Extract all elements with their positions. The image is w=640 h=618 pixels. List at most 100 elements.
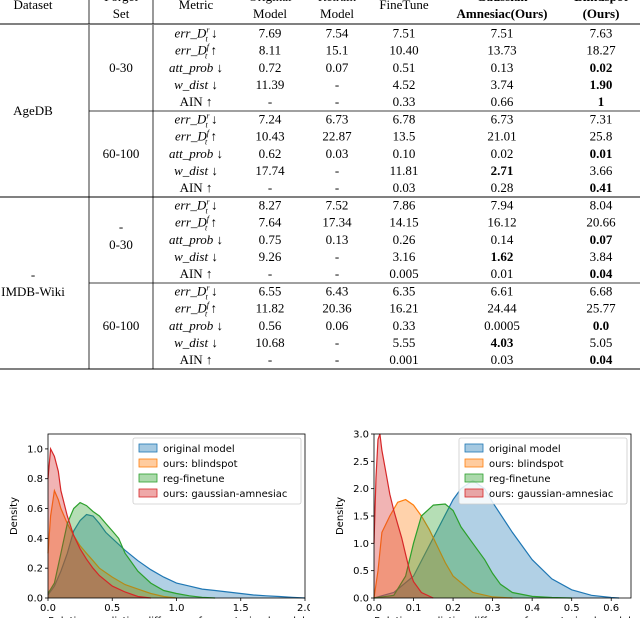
cell-retrain: 22.87 xyxy=(322,129,352,144)
x-tick-label: 0.6 xyxy=(603,603,619,614)
cell-gaussian: 1.62 xyxy=(491,249,514,264)
cell-blindspot: 5.05 xyxy=(590,335,613,350)
cell-original: 11.82 xyxy=(256,301,285,316)
cell-retrain: - xyxy=(335,335,339,350)
cell-retrain: - xyxy=(335,77,339,92)
cell-original: 8.27 xyxy=(259,197,282,212)
header-dataset: Dataset xyxy=(14,0,53,12)
density-area xyxy=(374,499,513,598)
svg-text:w_dist ↓: w_dist ↓ xyxy=(174,163,218,178)
cell-original: 10.43 xyxy=(255,129,284,144)
cell-original: 7.69 xyxy=(259,25,282,40)
header-gaussian: Gaussian xyxy=(476,0,528,4)
metric-label: att_prob ↓ xyxy=(169,146,223,161)
y-tick-label: 3.0 xyxy=(353,430,369,441)
svg-text:err_Dft ↑: err_Df t ↑ xyxy=(175,43,217,61)
y-tick-label: 0.5 xyxy=(353,566,369,577)
cell-gaussian: 0.66 xyxy=(491,94,514,109)
forget-set-prefix: - xyxy=(119,219,123,234)
cell-original: 8.11 xyxy=(259,43,281,58)
cell-finetune: 6.78 xyxy=(393,111,416,126)
x-tick-label: 0.5 xyxy=(564,603,580,614)
cell-blindspot: 7.31 xyxy=(590,111,613,126)
cell-gaussian: 4.03 xyxy=(491,335,514,350)
cell-blindspot: 0.07 xyxy=(590,232,613,247)
cell-gaussian: 6.73 xyxy=(491,111,514,126)
cell-retrain: 17.34 xyxy=(322,215,352,230)
cell-retrain: - xyxy=(335,352,339,367)
cell-gaussian: 21.01 xyxy=(487,129,516,144)
svg-text:att_prob ↓: att_prob ↓ xyxy=(169,146,223,161)
x-axis-label: Relative prediction difference from retr… xyxy=(48,616,305,618)
legend-label: reg-finetune xyxy=(163,474,225,485)
cell-original: 7.24 xyxy=(259,111,282,126)
cell-blindspot: 0.02 xyxy=(590,60,613,75)
y-tick-label: 0.4 xyxy=(27,534,43,545)
y-tick-label: 1.5 xyxy=(353,512,369,523)
cell-original: - xyxy=(268,94,272,109)
legend-label: ours: gaussian-amnesiac xyxy=(489,489,613,500)
cell-finetune: 0.26 xyxy=(393,232,416,247)
y-tick-label: 2.0 xyxy=(353,484,369,495)
cell-blindspot: 18.27 xyxy=(586,43,616,58)
svg-text:err_Drt ↓: err_Dr t ↓ xyxy=(175,197,218,215)
x-tick-label: 0.2 xyxy=(445,603,461,614)
cell-finetune: 0.03 xyxy=(393,180,416,195)
metric-label: att_prob ↓ xyxy=(169,318,223,333)
density-plot-right: 0.0 0.1 0.2 0.3 0.4 0.5 0.6 0.0 0.5 1.0 1.5 2.0 2.5 3… xyxy=(326,420,636,618)
cell-retrain: - xyxy=(335,180,339,195)
cell-blindspot: 0.0 xyxy=(593,318,609,333)
cell-blindspot: 0.04 xyxy=(590,266,613,281)
cell-gaussian: 0.28 xyxy=(491,180,514,195)
cell-original: 0.62 xyxy=(259,146,282,161)
density-line xyxy=(47,513,306,599)
cell-retrain: 6.73 xyxy=(326,111,349,126)
metric-label: att_prob ↓ xyxy=(169,60,223,75)
metric-label: AIN ↑ xyxy=(180,180,213,195)
y-tick-label: 0.8 xyxy=(27,474,43,485)
legend-swatch xyxy=(464,488,484,498)
legend-label: ours: blindspot xyxy=(163,459,238,470)
cell-retrain: 0.07 xyxy=(326,60,349,75)
x-tick-label: 0.1 xyxy=(406,603,422,614)
y-tick-label: 0.2 xyxy=(27,564,43,575)
cell-finetune: 0.001 xyxy=(389,352,418,367)
legend-label: original model xyxy=(489,444,561,455)
header-forget_set: Forget xyxy=(104,0,138,4)
cell-finetune: 7.86 xyxy=(393,197,416,212)
cell-gaussian: 3.74 xyxy=(491,77,514,92)
cell-original: 6.55 xyxy=(259,283,282,298)
x-tick-label: 1.5 xyxy=(233,603,249,614)
cell-gaussian: 7.51 xyxy=(491,25,514,40)
cell-blindspot: 3.84 xyxy=(590,249,613,264)
metric-label: err_Dr t ↓ xyxy=(175,111,218,129)
cell-finetune: 7.51 xyxy=(393,25,416,40)
forget-set-label: 60-100 xyxy=(103,318,140,333)
svg-text:err_Drt ↓: err_Dr t ↓ xyxy=(175,111,218,129)
cell-gaussian: 16.12 xyxy=(487,215,516,230)
cell-blindspot: 1.90 xyxy=(590,77,613,92)
legend-swatch xyxy=(464,443,484,453)
cell-retrain: - xyxy=(335,94,339,109)
cell-retrain: 20.36 xyxy=(322,301,352,316)
density-area xyxy=(48,502,216,598)
cell-blindspot: 3.66 xyxy=(590,163,613,178)
dataset-prefix: - xyxy=(31,267,35,282)
cell-blindspot: 20.66 xyxy=(586,215,616,230)
svg-text:err_Dft ↑: err_Df t ↑ xyxy=(175,301,217,319)
cell-retrain: 6.43 xyxy=(326,283,349,298)
cell-original: 7.64 xyxy=(259,215,282,230)
density-line xyxy=(373,503,572,599)
svg-text:AIN ↑: AIN ↑ xyxy=(180,352,213,367)
cell-blindspot: 8.04 xyxy=(590,197,613,212)
metric-label: err_Dr t ↓ xyxy=(175,283,218,301)
metric-label: err_Dr t ↓ xyxy=(175,25,218,43)
density-plot-left: 0.0 0.5 1.0 1.5 2.0 0.0 0.2 0.4 0.6 0.8 1.0 Relativ… xyxy=(0,420,310,618)
cell-finetune: 0.10 xyxy=(393,146,416,161)
header-blindspot: (Ours) xyxy=(583,6,620,21)
x-tick-label: 0.5 xyxy=(104,603,120,614)
cell-retrain: - xyxy=(335,163,339,178)
svg-text:err_Dft ↑: err_Df t ↑ xyxy=(175,129,217,147)
cell-original: 9.26 xyxy=(259,249,282,264)
cell-gaussian: 0.0005 xyxy=(484,318,520,333)
